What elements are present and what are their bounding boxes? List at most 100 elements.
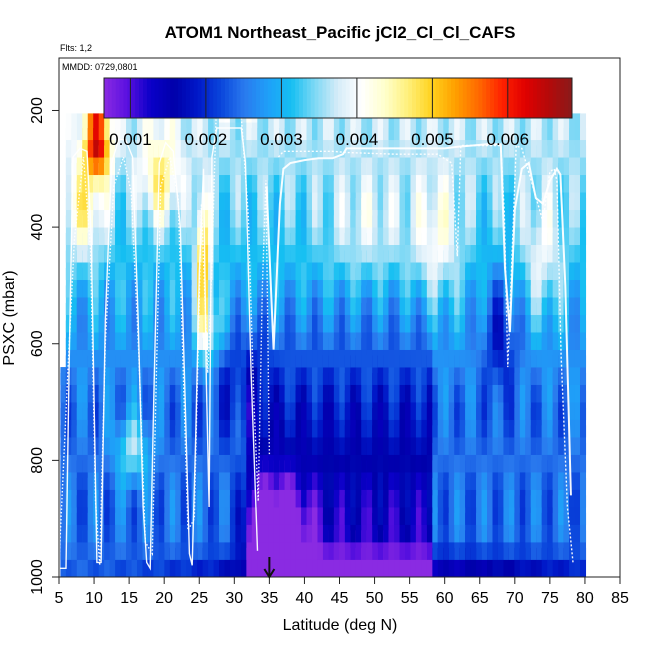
heatmap-cell [251,372,258,403]
heatmap-cell [295,285,302,315]
heatmap-cell [580,215,587,246]
heatmap-cell [306,197,313,228]
heatmap-cell [115,250,122,280]
heatmap-cell [454,337,461,368]
heatmap-cell [503,477,510,508]
heatmap-cell [465,197,472,228]
heatmap-cell [465,162,472,193]
heatmap-cell [98,390,105,420]
heatmap-cell [459,215,466,246]
heatmap-cell [224,407,231,438]
heatmap-cell [569,407,576,438]
heatmap-cell [547,180,554,211]
heatmap-cell [262,232,269,263]
heatmap-cell [508,113,515,141]
heatmap-cell [322,215,329,246]
heatmap-cell [251,320,258,350]
heatmap-cell [514,337,521,368]
heatmap-cell [235,162,242,193]
heatmap-cell [246,477,253,508]
heatmap-cell [279,197,286,228]
heatmap-cell [115,285,122,315]
heatmap-cell [246,197,253,228]
heatmap-cell [251,180,258,211]
heatmap-cell [448,407,455,438]
heatmap-cell [481,442,488,473]
heatmap-cell [448,477,455,508]
heatmap-cell [426,127,433,158]
heatmap-cell [487,425,494,455]
heatmap-cell [93,250,100,280]
heatmap-cell [273,512,280,543]
heatmap-cell [136,302,143,333]
heatmap-cell [191,425,198,455]
heatmap-cell [104,477,111,508]
heatmap-cell [164,215,171,246]
heatmap-cell [454,250,461,280]
heatmap-cell [229,372,236,403]
heatmap-cell [312,407,319,438]
heatmap-cell [202,250,209,280]
heatmap-cell [317,215,324,246]
heatmap-cell [366,390,373,420]
heatmap-cell [415,530,422,560]
heatmap-cell [213,460,220,490]
heatmap-cell [279,372,286,403]
heatmap-cell [497,113,504,141]
heatmap-cell [333,215,340,246]
heatmap-cell [344,127,351,158]
colorbar-swatch [509,78,514,118]
heatmap-cell [322,113,329,141]
heatmap-cell [377,337,384,368]
heatmap-cell [415,145,422,176]
heatmap-cell [153,460,160,490]
heatmap-cell [87,320,94,350]
heatmap-cell [186,250,193,280]
heatmap-cell [197,495,204,525]
heatmap-cell [350,145,357,176]
heatmap-cell [197,407,204,438]
heatmap-cell [492,250,499,280]
heatmap-cell [306,390,313,420]
heatmap-cell [328,113,335,141]
heatmap-cell [131,530,138,560]
heatmap-cell [552,197,559,228]
heatmap-cell [350,180,357,211]
heatmap-cell [421,530,428,560]
heatmap-cell [328,512,335,543]
heatmap-cell [339,180,346,211]
heatmap-cell [322,530,329,560]
heatmap-cell [503,145,510,176]
heatmap-cell [115,320,122,350]
heatmap-cell [142,302,149,333]
heatmap-cell [120,530,127,560]
heatmap-cell [350,372,357,403]
heatmap-cell [481,197,488,228]
heatmap-cell [180,180,187,211]
heatmap-cell [344,442,351,473]
heatmap-cell [120,355,127,385]
heatmap-cell [87,477,94,508]
heatmap-cell [235,232,242,263]
heatmap-cell [547,302,554,333]
heatmap-cell [295,232,302,263]
heatmap-cell [273,547,280,578]
heatmap-cell [301,215,308,246]
heatmap-cell [312,113,319,141]
heatmap-cell [421,215,428,246]
heatmap-cell [372,232,379,263]
heatmap-cell [503,197,510,228]
heatmap-cell [273,355,280,385]
heatmap-cell [372,180,379,211]
heatmap-cell [476,337,483,368]
heatmap-cell [552,477,559,508]
heatmap-cell [394,512,401,543]
heatmap-cell [487,390,494,420]
heatmap-cell [202,477,209,508]
heatmap-cell [268,512,275,543]
heatmap-cell [487,320,494,350]
heatmap-cell [350,162,357,193]
heatmap-cell [279,232,286,263]
heatmap-cell [574,320,581,350]
